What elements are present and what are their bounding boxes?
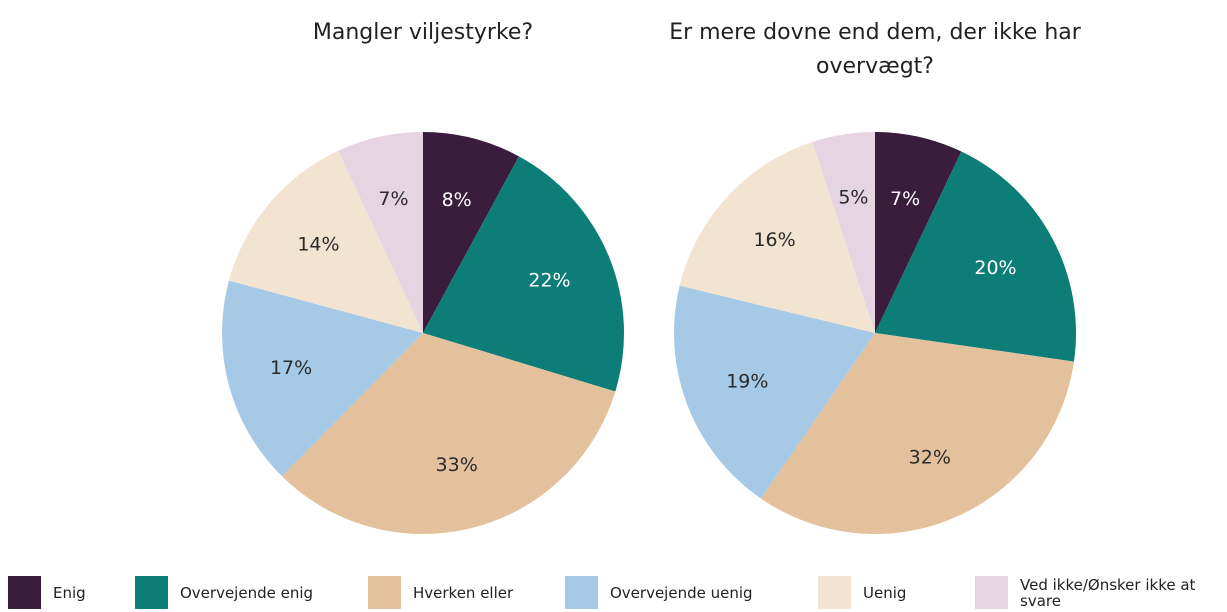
pie-slice	[674, 285, 875, 499]
legend-swatch	[975, 576, 1008, 609]
legend-item: Ved ikke/Ønsker ikke at svare	[975, 576, 1215, 609]
legend-swatch	[368, 576, 401, 609]
legend-item: Hverken eller	[368, 576, 548, 609]
pie-slice	[679, 142, 875, 333]
legend-label: Overvejende uenig	[610, 583, 753, 602]
value-label: 5%	[838, 187, 868, 209]
legend-swatch	[135, 576, 168, 609]
legend-label: Enig	[53, 583, 86, 602]
legend-item: Enig	[8, 576, 108, 609]
chart-title: Mangler viljestyrke?	[312, 20, 534, 45]
legend-label: Overvejende enig	[180, 583, 314, 602]
pie-slice	[221, 280, 423, 477]
value-label: 19%	[726, 370, 768, 392]
value-label: 14%	[297, 233, 339, 255]
legend-label: Uenig	[863, 583, 907, 602]
value-label: 33%	[436, 454, 478, 476]
pie-slice	[761, 333, 1074, 534]
pie-slice	[812, 132, 875, 333]
pie-slice	[423, 156, 625, 392]
value-label: 7%	[890, 188, 920, 210]
pie-slice	[281, 333, 616, 534]
legend-item: Overvejende uenig	[565, 576, 795, 609]
value-label: 20%	[974, 257, 1016, 279]
chart-title: Er mere dovne end dem, der ikke har over…	[669, 20, 1081, 79]
legend-item: Uenig	[818, 576, 958, 609]
value-label: 16%	[753, 229, 795, 251]
value-label: 7%	[378, 188, 408, 210]
legend-label: Ved ikke/Ønsker ikke at svare	[1020, 575, 1196, 610]
pie-slice	[875, 132, 962, 333]
legend-item: Overvejende enig	[135, 576, 355, 609]
value-label: 8%	[442, 189, 472, 211]
legend-swatch	[8, 576, 41, 609]
legend-label: Hverken eller	[413, 583, 514, 602]
value-label: 17%	[270, 357, 312, 379]
pie-slice	[338, 132, 423, 333]
pie-slice	[228, 150, 423, 333]
value-label: 32%	[909, 447, 951, 469]
pie-slice	[875, 151, 1076, 362]
pie-slice	[423, 132, 519, 333]
value-label: 22%	[528, 270, 570, 292]
legend-swatch	[565, 576, 598, 609]
legend-swatch	[818, 576, 851, 609]
